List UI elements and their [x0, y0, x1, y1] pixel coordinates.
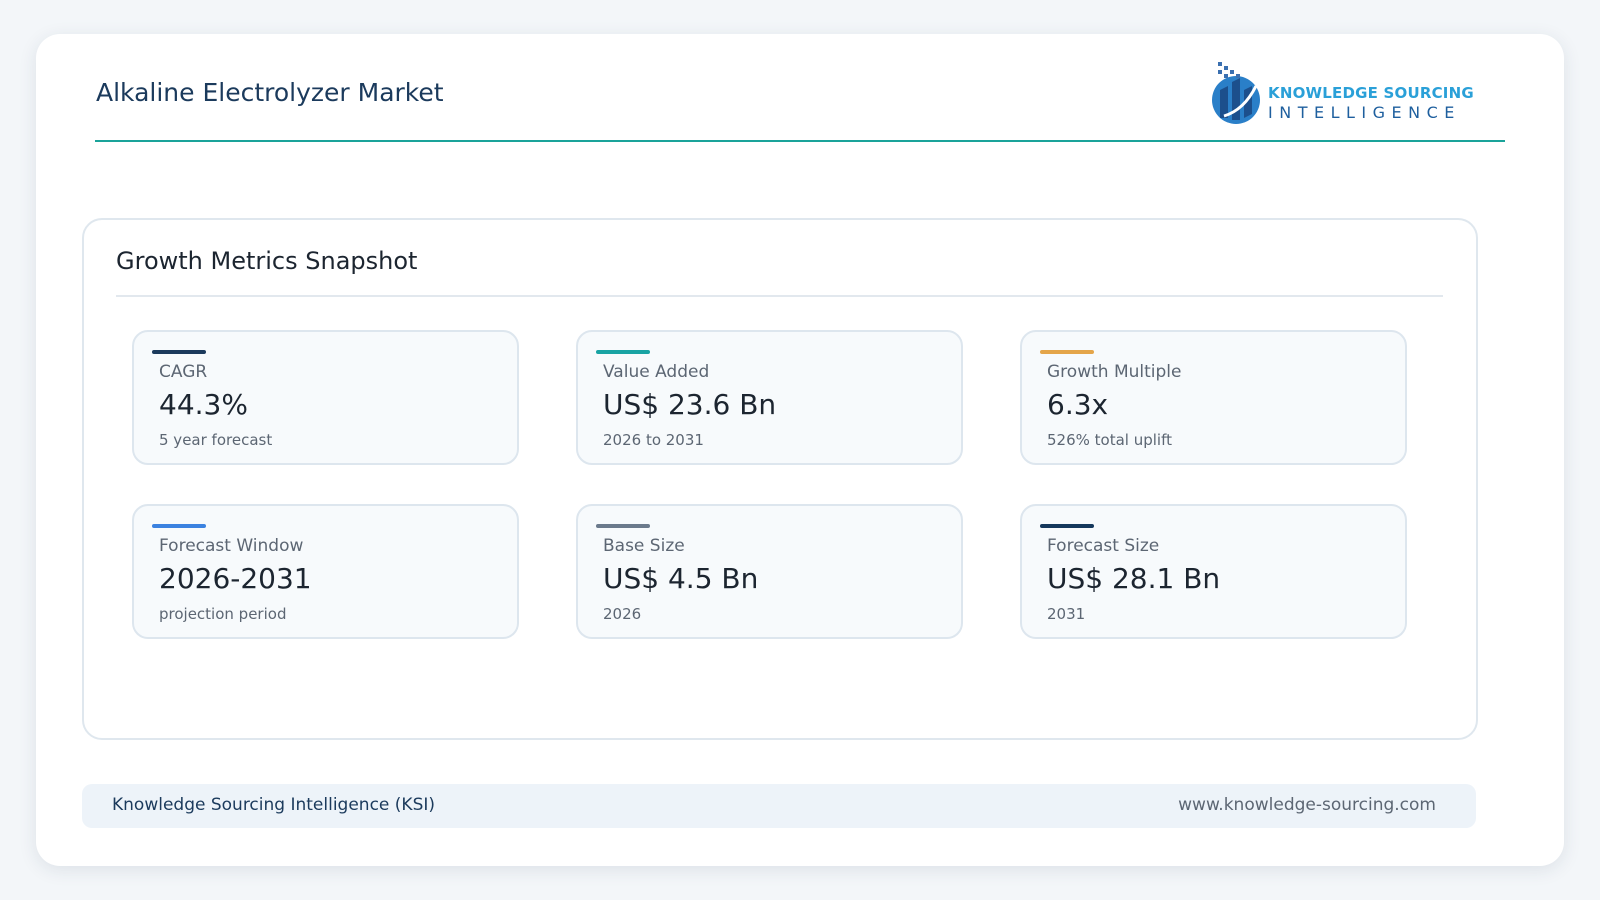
accent-bar	[1040, 524, 1094, 528]
metric-note: 5 year forecast	[159, 431, 273, 449]
logo-icon	[1212, 62, 1260, 124]
logo-text: INTELLIGENCE	[1268, 103, 1461, 122]
panel	[82, 218, 1478, 740]
metric-note: 526% total uplift	[1047, 431, 1172, 449]
panel-title: Growth Metrics Snapshot	[116, 247, 418, 275]
metric-label: Forecast Size	[1047, 536, 1160, 556]
metric-note: 2026 to 2031	[603, 431, 704, 449]
header-rule	[95, 140, 1505, 142]
metric-label: Value Added	[603, 362, 710, 382]
metric-card: Forecast Size US$ 28.1 Bn 2031	[1020, 504, 1407, 639]
metric-value: 2026-2031	[159, 562, 312, 595]
metric-note: projection period	[159, 605, 287, 623]
metric-card: CAGR 44.3% 5 year forecast	[132, 330, 519, 465]
metric-card: Growth Multiple 6.3x 526% total uplift	[1020, 330, 1407, 465]
metric-value: US$ 4.5 Bn	[603, 562, 759, 595]
metric-card: Value Added US$ 23.6 Bn 2026 to 2031	[576, 330, 963, 465]
metric-label: CAGR	[159, 362, 208, 382]
logo-text: KNOWLEDGE SOURCING	[1268, 84, 1474, 102]
divider	[116, 295, 1443, 297]
metric-value: US$ 23.6 Bn	[603, 388, 777, 421]
metric-value: US$ 28.1 Bn	[1047, 562, 1221, 595]
footer-text: Knowledge Sourcing Intelligence (KSI)	[112, 795, 436, 815]
metric-label: Growth Multiple	[1047, 362, 1182, 382]
metric-note: 2031	[1047, 605, 1086, 623]
accent-bar	[596, 350, 650, 354]
metric-label: Base Size	[603, 536, 685, 556]
metric-value: 6.3x	[1047, 388, 1109, 421]
accent-bar	[152, 350, 206, 354]
metric-label: Forecast Window	[159, 536, 304, 556]
metric-card: Forecast Window 2026-2031 projection perio…	[132, 504, 519, 639]
page-title: Alkaline Electrolyzer Market	[96, 78, 444, 107]
accent-bar	[152, 524, 206, 528]
metric-card: Base Size US$ 4.5 Bn 2026	[576, 504, 963, 639]
metric-note: 2026	[603, 605, 642, 623]
accent-bar	[596, 524, 650, 528]
metric-value: 44.3%	[159, 388, 248, 421]
footer-link: www.knowledge-sourcing.com	[1178, 795, 1436, 815]
accent-bar	[1040, 350, 1094, 354]
footer: Knowledge Sourcing Intelligence (KSI) ww…	[82, 784, 1476, 828]
